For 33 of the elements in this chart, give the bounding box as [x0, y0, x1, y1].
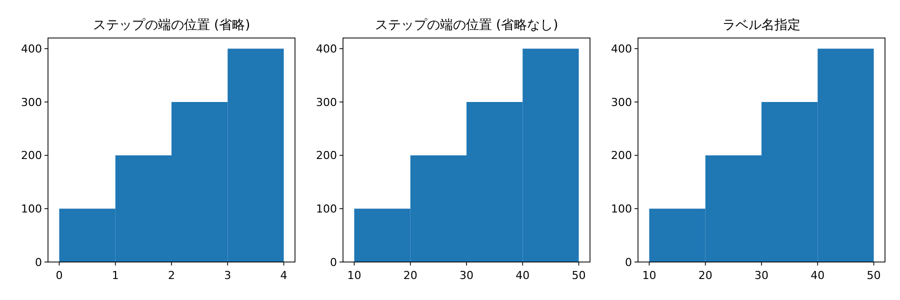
x-tick-label: 1	[112, 269, 119, 282]
x-tick-label: 2	[168, 269, 175, 282]
chart-title: ステップの端の位置 (省略)	[92, 18, 250, 33]
x-tick-label: 30	[460, 269, 474, 282]
y-tick-label: 300	[611, 96, 632, 109]
x-tick-label: 50	[572, 269, 586, 282]
y-tick-label: 0	[35, 256, 42, 269]
y-tick-label: 100	[611, 202, 632, 216]
x-tick-label: 20	[698, 269, 712, 282]
x-tick-label: 10	[347, 269, 362, 282]
y-tick-label: 400	[316, 42, 337, 56]
y-tick-label: 100	[316, 202, 337, 216]
y-tick-label: 200	[316, 149, 337, 162]
x-tick-label: 20	[403, 269, 418, 282]
chart-title: ステップの端の位置 (省略なし)	[374, 18, 558, 33]
y-tick-label: 100	[21, 202, 42, 216]
x-tick-label: 30	[754, 269, 768, 282]
chart-title: ラベル名指定	[722, 18, 800, 33]
y-tick-label: 300	[21, 96, 42, 109]
x-tick-label: 50	[866, 269, 881, 282]
x-tick-label: 10	[642, 269, 656, 282]
y-tick-label: 200	[21, 149, 42, 162]
y-tick-label: 400	[21, 42, 42, 56]
y-tick-label: 0	[330, 256, 337, 269]
y-tick-label: 0	[625, 256, 632, 269]
x-tick-label: 4	[280, 269, 288, 282]
x-tick-label: 3	[224, 269, 232, 282]
x-tick-label: 40	[810, 269, 825, 282]
y-tick-label: 300	[316, 96, 337, 109]
y-tick-label: 400	[611, 42, 632, 56]
x-tick-label: 0	[56, 269, 63, 282]
x-tick-label: 40	[516, 269, 530, 282]
y-tick-label: 200	[611, 149, 632, 162]
